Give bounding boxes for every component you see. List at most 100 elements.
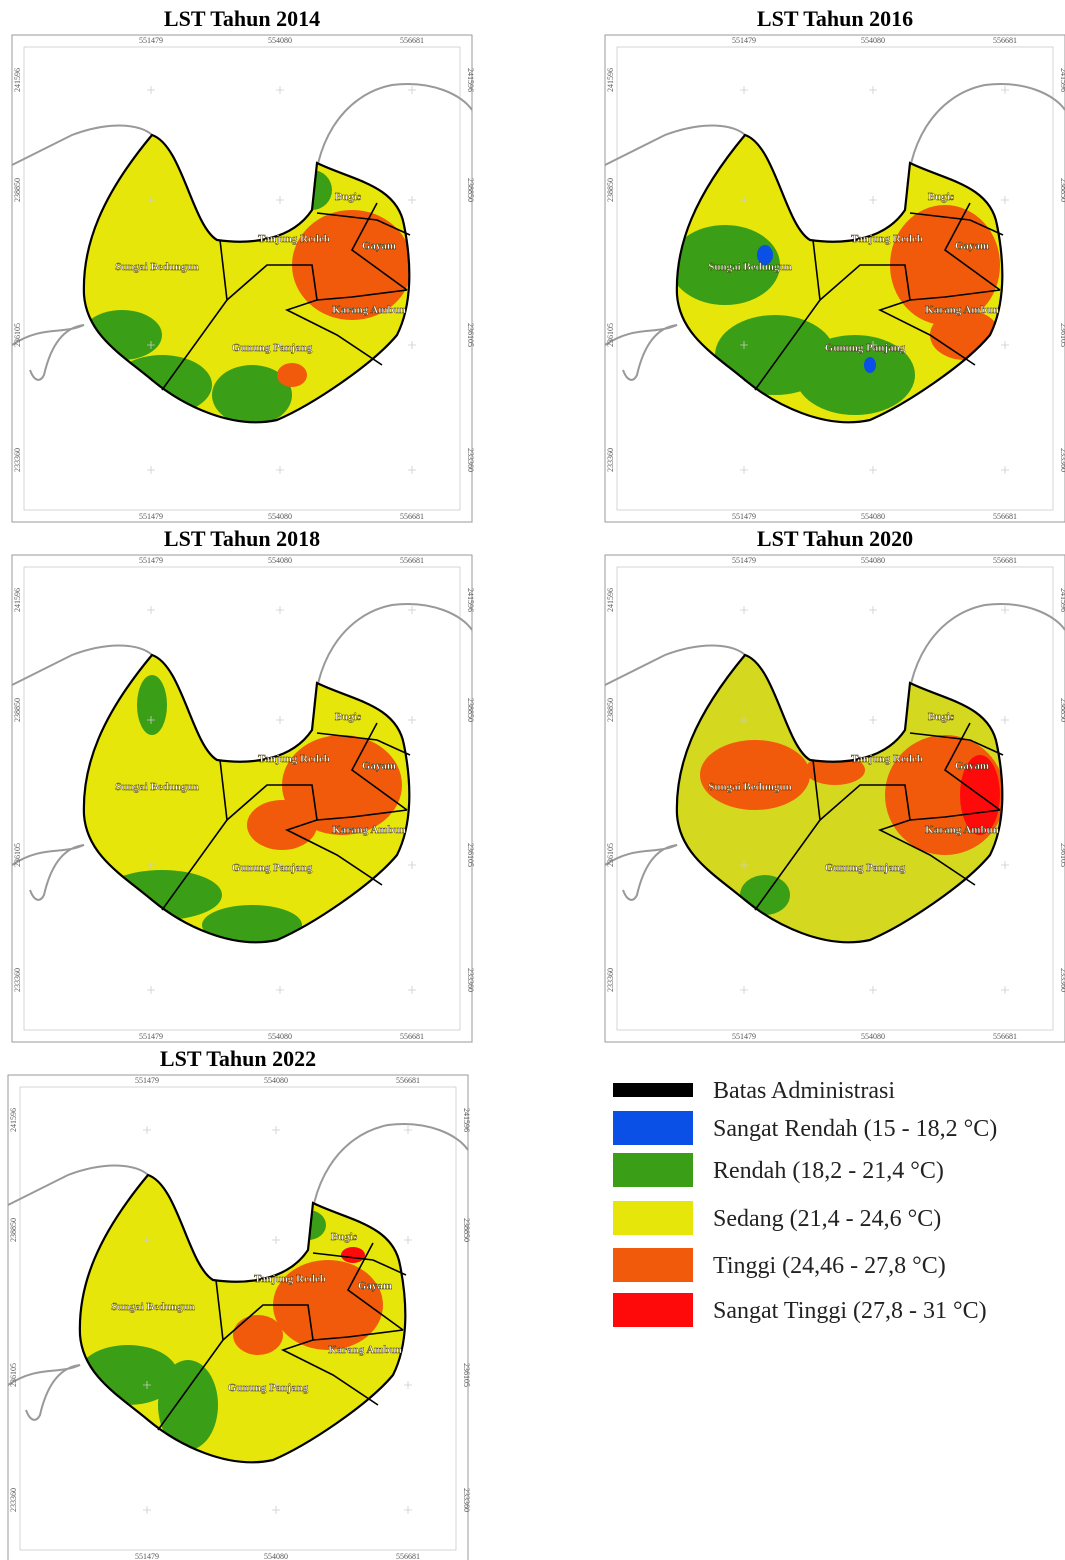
- legend-label: Sangat Tinggi (27,8 - 31 °C): [713, 1298, 987, 1324]
- grid-cross: [404, 1236, 412, 1244]
- grid-cross: [272, 1381, 280, 1389]
- grid-cross: [143, 1126, 151, 1134]
- district-label: Gunung Panjang: [232, 342, 313, 354]
- y-coord-label: 238850: [1059, 178, 1065, 202]
- x-coord-label: 556681: [400, 36, 424, 45]
- y-coord-label: 233360: [462, 1488, 471, 1512]
- admin-line: [350, 722, 408, 811]
- y-coord-label: 241596: [462, 1108, 471, 1132]
- admin-line: [943, 722, 1001, 811]
- lst-base: [83, 135, 410, 423]
- admin-line: [316, 732, 411, 756]
- x-coord-label: 554080: [268, 1032, 292, 1041]
- map-inner-frame: [23, 46, 461, 511]
- admin-line: [909, 212, 1004, 236]
- x-coord-label: 551479: [732, 36, 756, 45]
- y-coord-label: 238850: [462, 1218, 471, 1242]
- grid-cross: [147, 86, 155, 94]
- grid-cross: [408, 196, 416, 204]
- legend-swatch: [613, 1248, 693, 1282]
- grid-cross: [1001, 716, 1009, 724]
- region-boundary: [675, 133, 1004, 424]
- grid-cross: [1001, 466, 1009, 474]
- map-panel: 551479 551479 554080 554080 556681 556681 2415…: [604, 34, 1065, 523]
- grid-cross: [740, 861, 748, 869]
- lst-base: [676, 655, 1003, 943]
- x-coord-label: 556681: [400, 1032, 424, 1041]
- y-coord-label: 233360: [9, 1488, 18, 1512]
- lst-patch: [757, 245, 773, 265]
- x-coord-label: 554080: [861, 1032, 885, 1041]
- grid-cross: [143, 1236, 151, 1244]
- grid-cross: [147, 196, 155, 204]
- district-label: Bugis: [928, 711, 955, 723]
- district-label: Tanjung Redeb: [258, 233, 330, 245]
- panel-title: LST Tahun 2020: [757, 526, 913, 551]
- grid-cross: [404, 1126, 412, 1134]
- district-label: Sungai Bedungun: [115, 261, 198, 273]
- coastline: [308, 1123, 469, 1246]
- map-panel: 551479 551479 554080 554080 556681 556681 2415…: [11, 554, 475, 1043]
- admin-line: [943, 202, 1001, 291]
- y-coord-label: 238850: [606, 178, 615, 202]
- y-coord-label: 233360: [606, 448, 615, 472]
- grid-cross: [869, 716, 877, 724]
- x-coord-label: 551479: [732, 1032, 756, 1041]
- grid-cross: [1001, 341, 1009, 349]
- admin-line: [909, 809, 1001, 821]
- coastline: [7, 1164, 149, 1206]
- admin-line: [312, 1252, 407, 1276]
- district-label: Gunung Panjang: [228, 1382, 309, 1394]
- panel-title: LST Tahun 2016: [757, 6, 913, 31]
- coastline: [11, 844, 85, 901]
- y-coord-label: 241596: [1059, 68, 1065, 92]
- x-coord-label: 551479: [139, 512, 163, 521]
- lst-fill: [83, 655, 410, 943]
- lst-patch: [137, 675, 167, 735]
- x-coord-label: 556681: [993, 1032, 1017, 1041]
- grid-cross: [147, 716, 155, 724]
- grid-cross: [869, 861, 877, 869]
- x-coord-label: 556681: [396, 1076, 420, 1085]
- y-coord-label: 241596: [9, 1108, 18, 1132]
- district-label: Gunung Panjang: [825, 342, 906, 354]
- district-label: Bugis: [331, 1231, 358, 1243]
- grid-cross: [276, 986, 284, 994]
- x-coord-label: 554080: [268, 512, 292, 521]
- district-label: Gayam: [358, 1280, 392, 1292]
- district-label: Sungai Bedungun: [708, 781, 791, 793]
- coastline: [604, 644, 746, 686]
- district-label: Gayam: [362, 760, 396, 772]
- lst-patch: [795, 335, 915, 415]
- y-coord-label: 241596: [606, 588, 615, 612]
- lst-patch: [282, 735, 402, 835]
- district-label: Karang Ambun: [332, 304, 406, 316]
- grid-cross: [408, 606, 416, 614]
- grid-cross: [272, 1126, 280, 1134]
- x-coord-label: 551479: [135, 1076, 159, 1085]
- grid-cross: [276, 341, 284, 349]
- y-coord-label: 241596: [13, 588, 22, 612]
- coastline: [604, 324, 678, 381]
- admin-line: [346, 1242, 404, 1331]
- y-coord-label: 236105: [1059, 323, 1065, 347]
- panel-title: LST Tahun 2014: [164, 6, 320, 31]
- district-label: Bugis: [928, 191, 955, 203]
- grid-cross: [147, 341, 155, 349]
- x-coord-label: 556681: [400, 556, 424, 565]
- coastline: [11, 644, 153, 686]
- grid-cross: [869, 986, 877, 994]
- coastline: [312, 603, 473, 726]
- legend-swatch: [613, 1083, 693, 1097]
- grid-cross: [147, 986, 155, 994]
- admin-line: [350, 202, 408, 291]
- grid-cross: [404, 1381, 412, 1389]
- x-coord-label: 554080: [861, 556, 885, 565]
- region-boundary: [82, 133, 411, 424]
- legend-label: Tinggi (24,46 - 27,8 °C): [713, 1253, 946, 1279]
- legend-label: Sedang (21,4 - 24,6 °C): [713, 1206, 941, 1232]
- grid-cross: [1001, 861, 1009, 869]
- x-coord-label: 554080: [268, 556, 292, 565]
- grid-cross: [272, 1506, 280, 1514]
- coastline: [604, 844, 678, 901]
